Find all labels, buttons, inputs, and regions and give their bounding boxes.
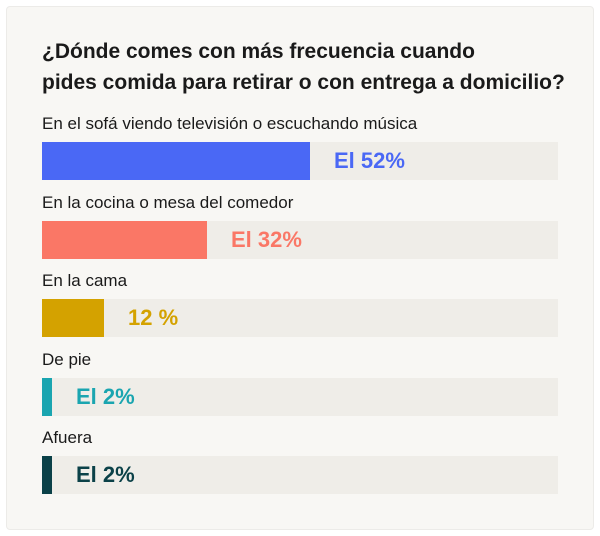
bar-label: De pie [42,349,92,369]
bar-track: El 32% [42,220,558,259]
bar-label: En la cocina o mesa del comedor [42,192,294,212]
bar-track: El 2% [42,456,558,494]
bar-value-label: El 2% [76,462,135,487]
bar [42,142,310,180]
bar-value-label: 12 % [128,305,179,330]
bar [42,456,52,494]
bar [42,220,207,259]
bar-value-label: El 32% [231,226,302,252]
bar-track: El 2% [42,377,558,416]
bar-label: En el sofá viendo televisión o escuchand… [42,114,418,133]
bar-track: 12 % [42,299,558,337]
bar-value-label: El 2% [76,383,135,409]
bar [42,299,104,337]
chart-title: ¿Dónde comes con más frecuencia cuando p… [42,36,582,98]
bar-label: Afuera [42,428,93,447]
bar-track: El 52% [42,142,558,180]
chart-card [6,6,594,530]
bar-value-label: El 52% [334,148,405,173]
chart-title-line-2: pides comida para retirar o con entrega … [42,71,565,94]
bar [42,377,52,416]
bar-label: En la cama [42,271,128,290]
chart-title-line-1: ¿Dónde comes con más frecuencia cuando [42,40,475,63]
